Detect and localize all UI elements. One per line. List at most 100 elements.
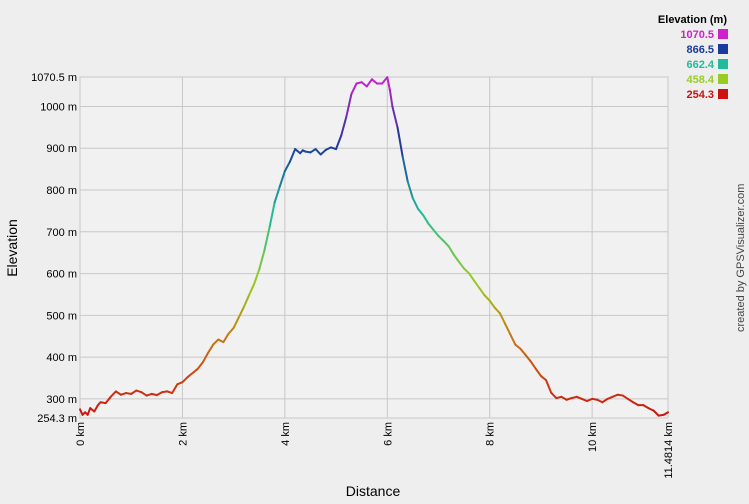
grid-lines: [79, 76, 669, 419]
elevation-segment: [488, 299, 496, 309]
x-axis-title: Distance: [346, 483, 401, 499]
axis-ticks: 254.3 m 300 m 400 m 500 m 600 m 700 m 800 m 900…: [31, 72, 675, 479]
elevation-segment: [437, 234, 445, 242]
y-tick-label: 300 m: [46, 394, 77, 406]
y-axis-title: Elevation: [4, 219, 20, 277]
elevation-segment: [140, 391, 148, 397]
elevation-segment: [534, 367, 542, 377]
elevation-segment: [463, 267, 471, 275]
elevation-segment: [253, 268, 261, 286]
elevation-segment: [493, 306, 501, 315]
elevation-segment: [601, 397, 609, 404]
elevation-segment: [263, 226, 271, 252]
legend: 1070.5 866.5 662.4 458.4 254.3: [680, 29, 728, 101]
elevation-segment: [432, 228, 440, 237]
elevation-segment: [509, 333, 517, 346]
elevation-segment: [417, 207, 425, 217]
elevation-segment: [427, 222, 435, 231]
elevation-line: [79, 76, 669, 417]
elevation-segment: [447, 245, 455, 256]
y-tick-label: 900 m: [46, 143, 77, 155]
legend-entry-label: 1070.5: [680, 29, 714, 41]
legend-swatch: [718, 59, 728, 69]
elevation-segment: [504, 322, 512, 336]
x-tick-label: 4 km: [280, 422, 292, 446]
elevation-segment: [411, 197, 420, 210]
x-tick-label: 11.4814 km: [663, 422, 675, 479]
elevation-segment: [483, 294, 491, 302]
elevation-segment: [468, 272, 476, 283]
elevation-segment: [278, 170, 286, 188]
elevation-segment: [370, 78, 379, 85]
elevation-segment: [514, 343, 522, 350]
elevation-segment: [294, 148, 302, 155]
elevation-segment: [350, 82, 358, 95]
elevation-segment: [498, 312, 507, 325]
credit-text: created by GPSVisualizer.com: [735, 184, 747, 332]
elevation-segment: [457, 260, 466, 270]
elevation-segment: [401, 155, 409, 183]
elevation-segment: [130, 389, 138, 395]
elevation-segment: [335, 134, 343, 151]
elevation-segment: [388, 88, 394, 108]
legend-entry-label: 866.5: [686, 44, 714, 56]
y-tick-label: 254.3 m: [37, 413, 77, 425]
elevation-segment: [545, 379, 553, 394]
legend-title: Elevation (m): [658, 14, 727, 26]
elevation-segment: [86, 407, 92, 416]
elevation-segment: [365, 78, 373, 88]
elevation-segment: [201, 351, 210, 364]
elevation-segment: [345, 92, 353, 118]
x-tick-label: 2 km: [177, 422, 189, 446]
elevation-segment: [242, 294, 251, 308]
elevation-segment: [109, 390, 117, 398]
elevation-segment: [196, 361, 204, 370]
elevation-segment: [662, 411, 669, 416]
elevation-segment: [621, 394, 629, 400]
elevation-segment: [422, 214, 430, 225]
elevation-segment: [258, 249, 266, 271]
x-tick-label: 0 km: [75, 422, 87, 446]
legend-swatch: [718, 89, 728, 99]
elevation-segment: [529, 360, 537, 370]
elevation-segment: [524, 354, 532, 363]
elevation-segment: [539, 374, 548, 382]
elevation-segment: [212, 338, 220, 346]
elevation-segment: [248, 283, 256, 297]
legend-entry-label: 254.3: [686, 89, 714, 101]
elevation-segment: [283, 160, 291, 173]
elevation-segment: [273, 185, 281, 204]
elevation-segment: [314, 148, 322, 156]
elevation-segment: [171, 383, 179, 395]
elevation-segment: [191, 367, 199, 375]
elevation-segment: [114, 390, 122, 396]
elevation-segment: [340, 115, 348, 137]
y-tick-label: 1070.5 m: [31, 72, 77, 84]
elevation-segment: [222, 332, 230, 344]
elevation-segment: [181, 376, 189, 384]
elevation-segment: [319, 148, 327, 156]
x-tick-label: 8 km: [485, 422, 497, 446]
elevation-segment: [478, 287, 486, 297]
elevation-segment: [360, 81, 368, 88]
elevation-segment: [391, 105, 399, 129]
elevation-segment: [626, 397, 635, 404]
legend-entry-label: 458.4: [686, 74, 714, 86]
elevation-segment: [268, 201, 276, 229]
elevation-segment: [288, 148, 297, 163]
elevation-segment: [406, 180, 414, 200]
y-tick-label: 800 m: [46, 185, 77, 197]
y-tick-label: 400 m: [46, 352, 77, 364]
elevation-segment: [396, 126, 404, 158]
x-tick-label: 6 km: [382, 422, 394, 446]
elevation-segment: [452, 253, 460, 263]
elevation-segment: [237, 305, 245, 319]
legend-swatch: [718, 74, 728, 84]
elevation-segment: [104, 395, 112, 405]
x-tick-label: 10 km: [587, 422, 599, 452]
elevation-segment: [550, 391, 558, 400]
y-tick-label: 1000 m: [40, 101, 77, 113]
elevation-segment: [93, 404, 99, 413]
